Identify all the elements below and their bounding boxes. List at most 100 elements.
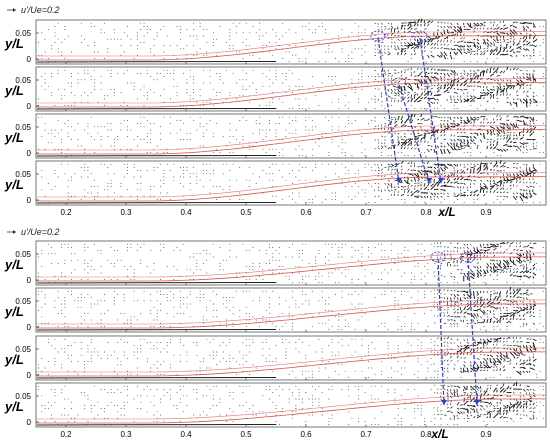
vector-arrow — [440, 54, 443, 58]
vector-arrow — [453, 135, 456, 137]
vector-arrow — [476, 163, 479, 166]
vector-arrow — [394, 78, 396, 80]
vector-arrow — [509, 134, 511, 137]
vector-arrow — [410, 191, 413, 194]
vector-arrow — [470, 95, 473, 98]
vector-arrow — [387, 163, 390, 166]
vector-arrow — [466, 168, 469, 171]
vector-arrow — [532, 166, 537, 171]
vector-arrow — [466, 95, 469, 97]
vector-arrow — [499, 246, 502, 248]
vector-arrow — [503, 195, 506, 197]
vector-arrow — [503, 266, 507, 270]
vector-arrow — [526, 40, 528, 43]
vector-arrow — [506, 126, 510, 130]
vector-arrow — [450, 134, 453, 137]
vector-arrow — [492, 52, 495, 56]
vector-arrow — [466, 99, 470, 103]
vector-arrow — [433, 126, 436, 129]
vector-arrow — [463, 48, 465, 51]
vector-arrow — [384, 25, 387, 27]
vector-arrow — [443, 51, 448, 56]
vector-arrow — [400, 168, 403, 171]
vector-arrow — [453, 311, 457, 314]
vector-arrow — [519, 37, 522, 40]
vector-arrow — [493, 316, 496, 319]
vector-arrow — [476, 313, 479, 317]
vector-arrow — [394, 120, 398, 124]
vector-arrow — [532, 181, 535, 184]
vector-arrow — [496, 184, 499, 187]
vector-arrow — [466, 297, 469, 299]
vector-arrow — [377, 128, 380, 131]
vector-arrow — [463, 293, 466, 297]
vector-arrow — [496, 164, 499, 168]
vector-arrow — [470, 132, 473, 135]
ytick-label: 0 — [27, 196, 32, 205]
vector-arrow — [529, 253, 532, 259]
vector-arrow — [516, 300, 518, 303]
vector-scale-legend: u'/Ue=0.2 — [7, 5, 60, 15]
vector-arrow — [394, 81, 397, 84]
vector-arrow — [529, 242, 532, 245]
vector-arrow — [519, 22, 526, 25]
vector-arrow — [526, 270, 530, 274]
vector-arrow — [394, 97, 396, 100]
vector-arrow — [450, 72, 453, 76]
vector-arrow — [525, 195, 528, 198]
vector-arrow — [509, 180, 513, 184]
vector-arrow — [502, 35, 505, 39]
vector-arrow — [473, 100, 475, 103]
vector-arrow — [453, 342, 455, 344]
vector-arrow — [413, 22, 417, 27]
vector-arrow — [509, 45, 512, 49]
vector-arrow — [430, 47, 433, 49]
vector-arrow — [390, 168, 394, 171]
vector-arrow — [460, 29, 463, 32]
vector-arrow — [479, 121, 482, 124]
vector-arrow — [456, 290, 460, 293]
vector-arrow — [473, 297, 476, 300]
vector-arrow — [513, 25, 517, 29]
vector-arrow — [473, 45, 477, 48]
vector-arrow — [447, 261, 451, 264]
vector-arrow — [469, 348, 473, 352]
x-axis-label: x/L — [437, 205, 455, 219]
vector-arrow — [532, 348, 537, 351]
vector-arrow — [503, 179, 507, 182]
vector-arrow — [440, 134, 443, 137]
vector-arrow — [496, 259, 498, 262]
vector-arrow — [526, 244, 530, 248]
vector-arrow — [407, 68, 409, 71]
vector-arrow — [479, 95, 482, 99]
vector-arrow — [387, 69, 390, 72]
vector-arrow — [446, 345, 449, 348]
vector-arrow — [503, 27, 509, 30]
vector-arrow — [417, 88, 420, 90]
vector-arrow — [453, 303, 457, 305]
vector-arrow — [430, 170, 433, 173]
vector-arrow — [456, 177, 460, 181]
vector-arrow — [529, 250, 531, 253]
vector-arrow — [407, 25, 413, 30]
vector-arrow — [433, 101, 436, 104]
vector-arrow — [453, 316, 457, 318]
vector-arrow — [460, 176, 464, 181]
vector-arrow — [513, 300, 516, 303]
vector-arrow — [522, 123, 526, 126]
vector-arrow — [433, 181, 438, 187]
vector-arrow — [522, 90, 525, 93]
vector-arrow — [470, 269, 474, 273]
panel-frame — [35, 160, 547, 206]
vector-arrow — [417, 140, 419, 143]
vector-arrow — [512, 354, 516, 359]
vector-arrow — [437, 195, 439, 199]
vector-arrow — [516, 145, 520, 149]
vector-arrow — [509, 268, 511, 270]
vector-arrow — [410, 140, 413, 143]
vector-arrow — [516, 195, 518, 198]
vector-arrow — [529, 123, 531, 126]
